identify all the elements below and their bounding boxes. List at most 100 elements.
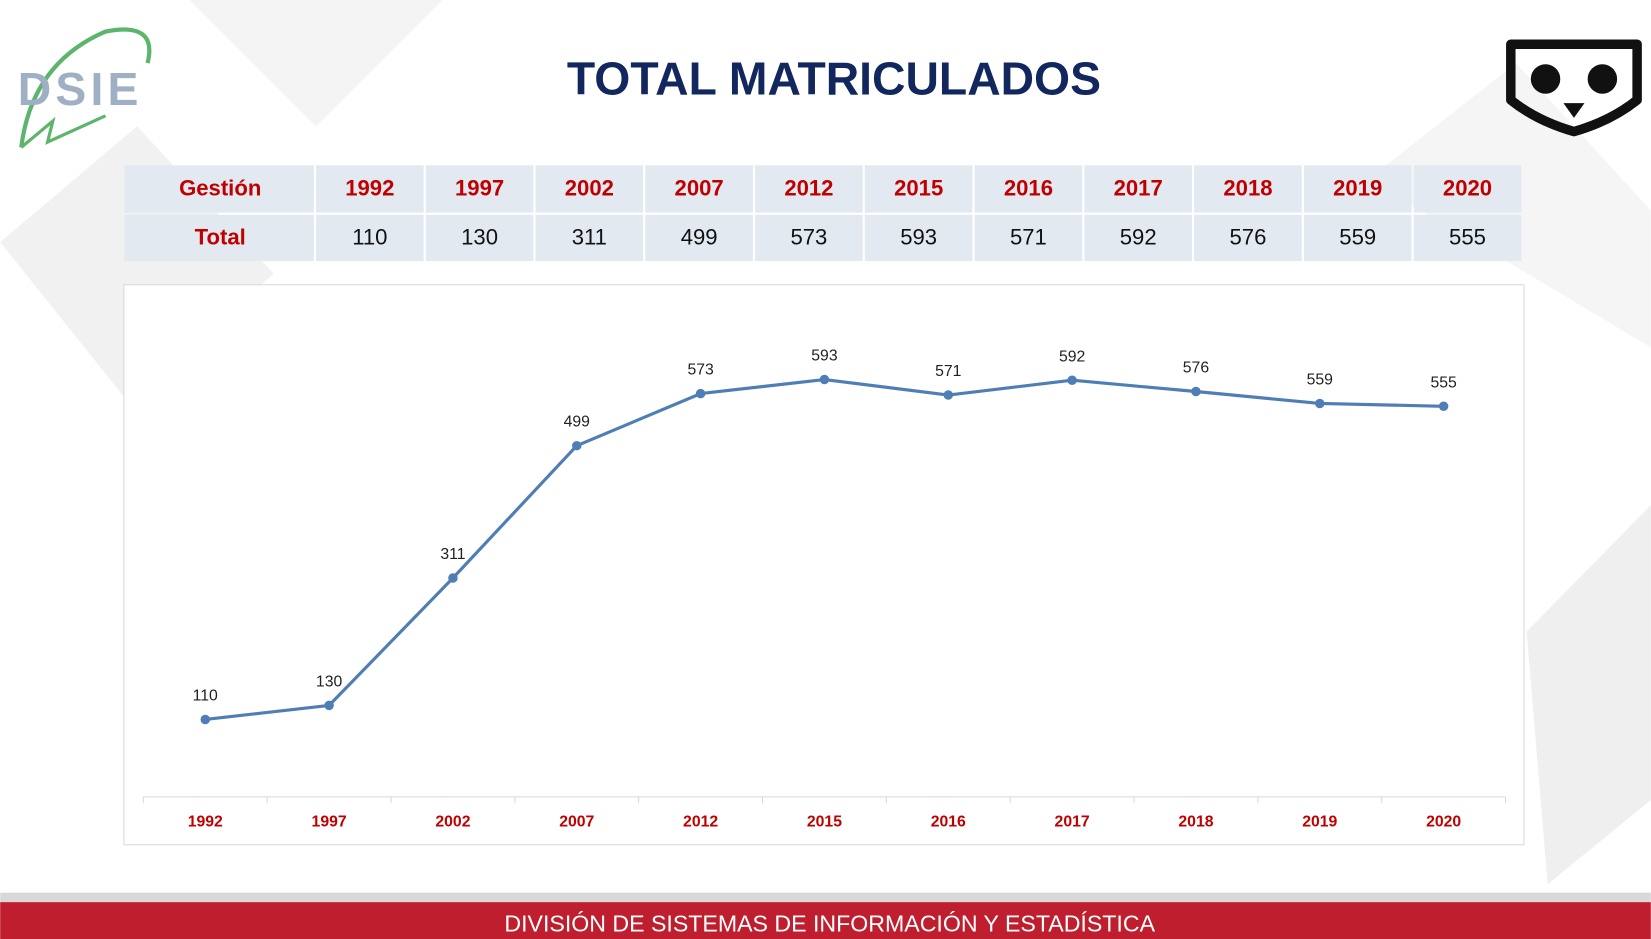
x-tick-label: 1992	[188, 813, 223, 830]
table-cell	[645, 214, 753, 262]
footer-band	[0, 902, 1651, 939]
footer-text: DIVISIÓN DE SISTEMAS DE INFORMACIÓN Y ES…	[504, 910, 1155, 936]
table-cell	[315, 165, 424, 213]
table-year: 2012	[784, 175, 833, 200]
table-total: 559	[1339, 224, 1376, 249]
table-total: 499	[681, 224, 718, 249]
x-tick-label: 2019	[1302, 813, 1337, 830]
table-cell	[425, 214, 534, 262]
table-year: 2017	[1114, 175, 1163, 200]
table-cell	[1413, 165, 1522, 213]
table-cell	[535, 165, 644, 213]
table-total: 311	[572, 224, 607, 249]
data-point	[695, 388, 706, 399]
table-cell	[425, 165, 534, 213]
data-label: 592	[1059, 348, 1085, 365]
table-year: 2020	[1443, 175, 1492, 200]
row-label: Total	[195, 224, 246, 249]
data-label: 573	[687, 362, 714, 379]
table-total: 571	[1010, 224, 1047, 249]
x-tick-label: 2002	[435, 813, 470, 830]
table-cell	[124, 165, 314, 213]
table-year: 2002	[565, 175, 614, 200]
table-cell	[1303, 165, 1412, 213]
table-year: 1992	[345, 175, 394, 200]
table-cell	[1084, 165, 1193, 213]
row-label: Gestión	[179, 175, 261, 200]
left-logo: DSIE	[18, 27, 152, 149]
data-point	[1067, 375, 1077, 385]
data-label: 559	[1307, 371, 1334, 388]
table-cell	[864, 165, 973, 213]
table-cell	[974, 165, 1083, 213]
logo-text: DSIE	[18, 63, 143, 115]
x-tick-label: 2018	[1178, 813, 1213, 830]
x-tick-label: 2015	[807, 813, 842, 830]
slide-title: TOTAL MATRICULADOS	[567, 52, 1101, 104]
data-label: 311	[440, 546, 465, 563]
data-point	[572, 440, 582, 451]
table-cell	[315, 214, 424, 262]
data-label: 555	[1430, 374, 1457, 391]
logo-swoosh	[19, 27, 152, 148]
footer-stripe	[0, 892, 1651, 903]
table-cell	[1084, 214, 1193, 262]
table-cell	[864, 214, 973, 262]
logo-outline	[1506, 39, 1642, 137]
table-year: 2016	[1004, 175, 1053, 200]
data-point	[1438, 401, 1449, 412]
logo-eye	[1530, 64, 1561, 94]
table-total: 592	[1120, 224, 1157, 249]
data-point	[1315, 398, 1325, 409]
logo-eye	[1587, 64, 1618, 94]
table-cell	[1194, 165, 1302, 213]
table-cell	[755, 214, 863, 262]
data-point	[200, 714, 211, 725]
logo-arrow	[20, 114, 107, 149]
data-label: 593	[811, 348, 838, 365]
table-total: 110	[352, 224, 387, 249]
table-year: 2007	[675, 175, 724, 200]
table-year: 2018	[1223, 175, 1272, 200]
table-year: 1997	[455, 175, 504, 200]
table-cell	[1194, 214, 1302, 262]
bg-shape	[1526, 505, 1651, 885]
table-cell	[1413, 214, 1522, 262]
data-label: 576	[1183, 360, 1210, 377]
data-label: 499	[564, 414, 591, 431]
right-logo	[1506, 39, 1642, 137]
logo-nose	[1563, 103, 1585, 118]
data-point	[819, 374, 830, 385]
x-tick-label: 2012	[683, 813, 718, 830]
data-point	[324, 700, 334, 711]
data-point	[1191, 386, 1201, 397]
x-tick-label: 2007	[559, 813, 594, 830]
x-tick-label: 2016	[931, 813, 966, 830]
table-cell	[124, 214, 314, 262]
table-cell	[645, 165, 753, 213]
data-point	[448, 573, 458, 583]
table-total: 130	[461, 224, 498, 249]
table-year: 2019	[1333, 175, 1382, 200]
table-cell	[1303, 214, 1412, 262]
data-label: 110	[193, 687, 218, 704]
data-label: 571	[935, 363, 961, 380]
data-point	[943, 390, 954, 400]
table-total: 576	[1230, 224, 1267, 249]
x-tick-label: 2020	[1426, 813, 1461, 830]
table-total: 573	[790, 224, 827, 249]
x-tick-label: 2017	[1055, 813, 1090, 830]
table-total: 555	[1449, 224, 1486, 249]
table-cell	[974, 214, 1083, 262]
table-total: 593	[900, 224, 937, 249]
x-tick-label: 1997	[312, 813, 347, 830]
chart: 110 130 311 499 573 593 571 592 576 559 555 1992 199…	[142, 348, 1507, 830]
table-cell	[755, 165, 863, 213]
chart-frame	[123, 284, 1525, 846]
table-year: 2015	[894, 175, 943, 200]
data-label: 130	[316, 673, 343, 690]
table-cell	[535, 214, 644, 262]
bg-shape	[189, 0, 443, 127]
data-table: Gestión 1992 1997 2002 2007 2012 2015 2016 2017 2…	[124, 165, 1522, 262]
